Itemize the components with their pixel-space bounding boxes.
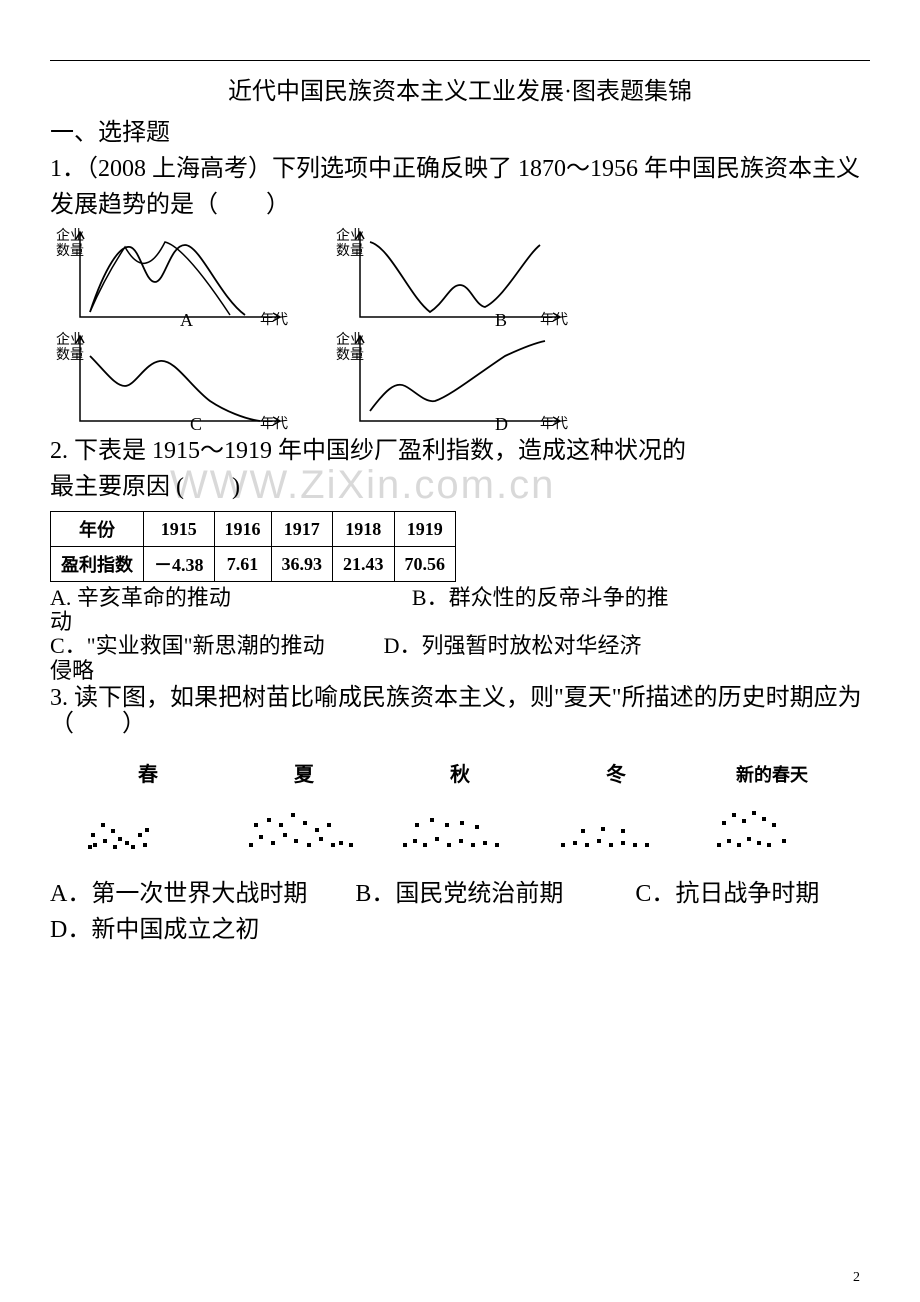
season-col: 夏 xyxy=(229,758,379,858)
table-value: －4.38 xyxy=(144,547,215,582)
chart-C: 企业 数量 年代 C xyxy=(50,331,290,431)
table-year: 1916 xyxy=(214,512,271,547)
q2-opt-C: C．"实业救国"新思潮的推动 xyxy=(50,633,325,658)
q2-opt-B-cont: 动 xyxy=(50,609,72,634)
table-row: 盈利指数 －4.38 7.61 36.93 21.43 70.56 xyxy=(51,547,456,582)
chart-D-xlabel: 年代 xyxy=(540,413,568,433)
season-label: 夏 xyxy=(229,758,379,787)
top-rule xyxy=(50,60,870,61)
table-value: 21.43 xyxy=(333,547,395,582)
season-col: 春 xyxy=(73,758,223,858)
section-heading: 一、选择题 xyxy=(50,112,870,147)
table-row-label: 盈利指数 xyxy=(51,547,144,582)
q2-opt-B: B．群众性的反帝斗争的推 xyxy=(412,585,669,610)
season-noise-icon xyxy=(395,793,525,853)
q3-options: A．第一次世界大战时期 B．国民党统治前期 C．抗日战争时期 D．新中国成立之初 xyxy=(50,876,870,948)
chart-B-xlabel: 年代 xyxy=(540,309,568,329)
season-label: 春 xyxy=(73,758,223,787)
q2-options: A. 辛亥革命的推动 B．群众性的反帝斗争的推 动 C．"实业救国"新思潮的推动… xyxy=(50,586,870,683)
season-col: 新的春天 xyxy=(697,761,847,858)
chart-D-ylabel: 企业 数量 xyxy=(336,333,364,364)
chart-D: 企业 数量 年代 D xyxy=(330,331,570,431)
table-header-label: 年份 xyxy=(51,512,144,547)
season-noise-icon xyxy=(239,793,369,853)
season-col: 冬 xyxy=(541,758,691,858)
table-year: 1915 xyxy=(144,512,215,547)
table-year: 1917 xyxy=(271,512,333,547)
chart-B: 企业 数量 年代 B xyxy=(330,227,570,327)
q2-opt-D-cont: 侵略 xyxy=(50,658,94,683)
season-col: 秋 xyxy=(385,758,535,858)
table-year: 1918 xyxy=(333,512,395,547)
chart-A-letter: A xyxy=(180,310,193,331)
chart-C-svg xyxy=(50,331,290,431)
season-noise-icon xyxy=(83,793,213,853)
chart-C-ylabel: 企业 数量 xyxy=(56,333,84,364)
q3-text: 3. 读下图，如果把树苗比喻成民族资本主义，则"夏天"所描述的历史时期应为 （ … xyxy=(50,685,870,738)
q1-charts-row1: 企业 数量 年代 A 企业 数量 年代 B xyxy=(50,227,870,327)
q1-charts-row2: 企业 数量 年代 C 企业 数量 年代 D xyxy=(50,331,870,431)
chart-D-letter: D xyxy=(495,414,508,435)
season-noise-icon xyxy=(551,793,681,853)
chart-C-letter: C xyxy=(190,414,202,435)
season-label: 新的春天 xyxy=(697,761,847,787)
q2-text-a: 2. 下表是 1915～1919 年中国纱厂盈利指数，造成这种状况的 xyxy=(50,433,870,469)
q2-opt-A: A. 辛亥革命的推动 xyxy=(50,585,231,610)
table-value: 70.56 xyxy=(394,547,456,582)
season-label: 秋 xyxy=(385,758,535,787)
season-label: 冬 xyxy=(541,758,691,787)
chart-C-xlabel: 年代 xyxy=(260,413,288,433)
table-value: 36.93 xyxy=(271,547,333,582)
q1-text: 1．（2008 上海高考）下列选项中正确反映了 1870～1956 年中国民族资… xyxy=(50,151,870,223)
chart-B-svg xyxy=(330,227,570,327)
q2-table: 年份 1915 1916 1917 1918 1919 盈利指数 －4.38 7… xyxy=(50,511,456,582)
chart-A: 企业 数量 年代 A xyxy=(50,227,290,327)
chart-B-letter: B xyxy=(495,310,507,331)
chart-D-svg xyxy=(330,331,570,431)
season-noise-icon xyxy=(707,793,837,853)
page-number: 2 xyxy=(853,1270,860,1286)
table-row: 年份 1915 1916 1917 1918 1919 xyxy=(51,512,456,547)
page-title: 近代中国民族资本主义工业发展·图表题集锦 xyxy=(50,71,870,106)
chart-A-ylabel: 企业 数量 xyxy=(56,229,84,260)
table-value: 7.61 xyxy=(214,547,271,582)
chart-B-ylabel: 企业 数量 xyxy=(336,229,364,260)
q3-seasons-row: 春 夏 秋 冬 新的春天 xyxy=(70,748,850,858)
chart-A-svg xyxy=(50,227,290,327)
table-year: 1919 xyxy=(394,512,456,547)
q2-opt-D: D．列强暂时放松对华经济 xyxy=(384,633,642,658)
chart-A-xlabel: 年代 xyxy=(260,309,288,329)
q2-text-b: 最主要原因 ( ) xyxy=(50,469,870,505)
